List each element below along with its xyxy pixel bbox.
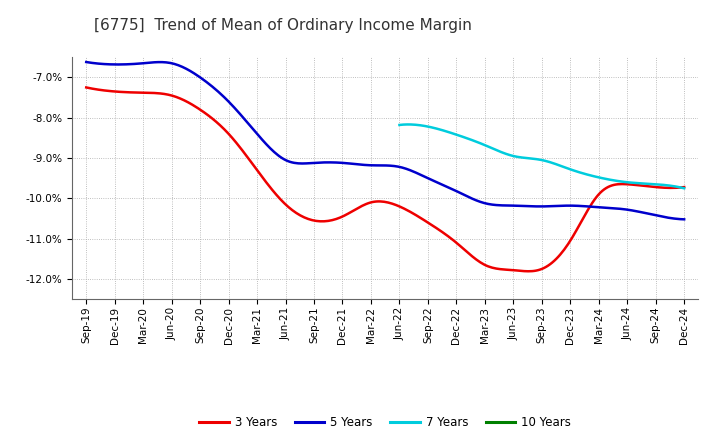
Legend: 3 Years, 5 Years, 7 Years, 10 Years: 3 Years, 5 Years, 7 Years, 10 Years — [194, 411, 576, 434]
Text: [6775]  Trend of Mean of Ordinary Income Margin: [6775] Trend of Mean of Ordinary Income … — [94, 18, 472, 33]
